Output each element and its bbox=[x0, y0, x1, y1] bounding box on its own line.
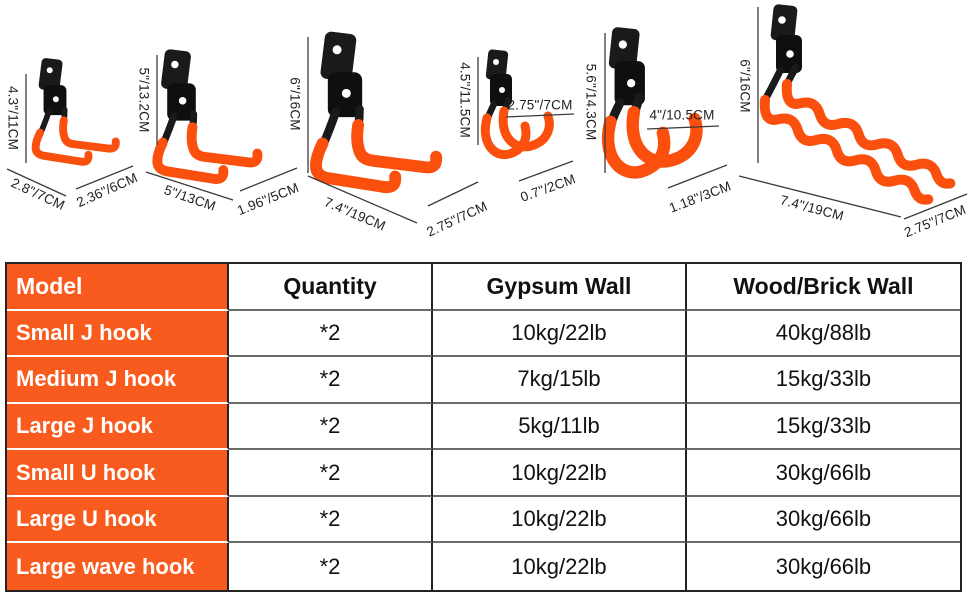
dimension-line bbox=[6, 168, 67, 197]
spec-table: Model Quantity Gypsum Wall Wood/Brick Wa… bbox=[5, 262, 962, 592]
dimension-line bbox=[239, 167, 298, 192]
quantity-cell: *2 bbox=[229, 496, 433, 544]
gypsum-wall-cell: 10kg/22lb bbox=[432, 450, 687, 497]
quantity-cell: *2 bbox=[229, 357, 433, 404]
dim-label-width: 2.75"/7CM bbox=[424, 198, 489, 239]
dimension-line bbox=[518, 160, 574, 182]
quantity-cell: *2 bbox=[229, 450, 433, 497]
large-j-hook-image bbox=[316, 31, 436, 187]
large-u-hook-figure: 5.6"/14.3CM 4"/10.5CM 1.18"/3CM bbox=[584, 27, 733, 216]
dimension-line bbox=[307, 175, 418, 224]
dimension-line bbox=[505, 113, 575, 118]
dim-label-opening: 2.75"/7CM bbox=[507, 98, 572, 113]
model-cell: Large wave hook bbox=[7, 543, 230, 590]
header-model: Model bbox=[7, 264, 230, 311]
dimension-line bbox=[903, 193, 968, 220]
dim-label-height: 6"/16CM bbox=[288, 77, 303, 130]
dimension-line bbox=[145, 171, 234, 201]
wood-brick-wall-cell: 30kg/66lb bbox=[775, 553, 872, 579]
dim-label-depth: 7.4"/19CM bbox=[322, 194, 388, 233]
model-cell: Medium J hook bbox=[7, 357, 230, 404]
header-gypsum-wall: Gypsum Wall bbox=[432, 264, 687, 311]
dim-label-height: 5"/13.2CM bbox=[137, 67, 152, 132]
wood-brick-wall-cell: 30kg/66lb bbox=[686, 450, 960, 497]
model-cell: Small J hook bbox=[7, 310, 230, 358]
dimension-line bbox=[646, 125, 720, 130]
large-wave-hook-figure: 6"/16CM 7.4"/19CM 2.75"/7CM bbox=[738, 4, 968, 240]
dimension-line bbox=[738, 175, 902, 218]
gypsum-wall-cell: 5kg/11lb bbox=[432, 403, 687, 451]
wood-brick-wall-cell: 40kg/88lb bbox=[686, 311, 960, 358]
dimension-line bbox=[667, 164, 728, 189]
hooks-figure: 4.3"/11CM 2.8"/7CM 2.36"/6CM 5"/13.2CM 5… bbox=[6, 0, 968, 240]
dim-label-height: 4.5"/11.5CM bbox=[458, 62, 473, 138]
dim-label-depth: 2.8"/7CM bbox=[9, 175, 67, 213]
quantity-cell: *2 bbox=[229, 403, 433, 451]
gypsum-wall-cell: 10kg/22lb bbox=[432, 310, 687, 358]
wood-brick-wall-cell: 30kg/66lb bbox=[686, 497, 960, 544]
dim-label-depth: 7.4"/19CM bbox=[779, 192, 846, 223]
header-wood-brick-wall: Wood/Brick Wall bbox=[686, 264, 960, 311]
dim-label-height: 6"/16CM bbox=[738, 59, 753, 112]
dim-label-width: 2.75"/7CM bbox=[902, 202, 968, 240]
dimension-line bbox=[75, 165, 134, 190]
medium-j-hook-image bbox=[157, 49, 257, 179]
model-cell: Large U hook bbox=[7, 496, 230, 544]
dim-label-width: 1.96"/5CM bbox=[235, 180, 301, 218]
model-cell: Small U hook bbox=[7, 450, 230, 497]
small-u-hook-figure: 4.5"/11.5CM 2.75"/7CM 0.7"/2CM bbox=[458, 49, 578, 205]
gypsum-wall-cell: 10kg/22lb bbox=[432, 496, 687, 544]
dim-label-height: 4.3"/11CM bbox=[6, 86, 21, 150]
small-j-hook-image bbox=[36, 58, 116, 162]
medium-j-hook-figure: 5"/13.2CM 5"/13CM 1.96"/5CM bbox=[137, 49, 301, 218]
dim-label-width: 0.7"/2CM bbox=[518, 171, 577, 205]
wood-brick-wall-cell: 15kg/33lb bbox=[686, 357, 960, 404]
quantity-cell: *2 bbox=[229, 543, 433, 590]
large-u-hook-image bbox=[608, 27, 696, 173]
quantity-cell: *2 bbox=[229, 310, 433, 358]
dimension-line bbox=[427, 181, 479, 207]
wood-brick-wall-cell: 15kg/33lb bbox=[686, 404, 960, 451]
gypsum-wall-cell: 10kg/22lb bbox=[433, 543, 687, 590]
gypsum-wall-cell: 7kg/15lb bbox=[432, 357, 687, 404]
dim-label-height: 5.6"/14.3CM bbox=[584, 64, 599, 141]
model-cell: Large J hook bbox=[7, 403, 230, 451]
small-j-hook-figure: 4.3"/11CM 2.8"/7CM 2.36"/6CM bbox=[6, 58, 140, 213]
dim-label-depth: 5"/13CM bbox=[162, 182, 217, 214]
dim-label-opening: 4"/10.5CM bbox=[649, 108, 714, 123]
header-quantity: Quantity bbox=[229, 264, 433, 311]
large-wave-hook-image bbox=[755, 4, 959, 202]
